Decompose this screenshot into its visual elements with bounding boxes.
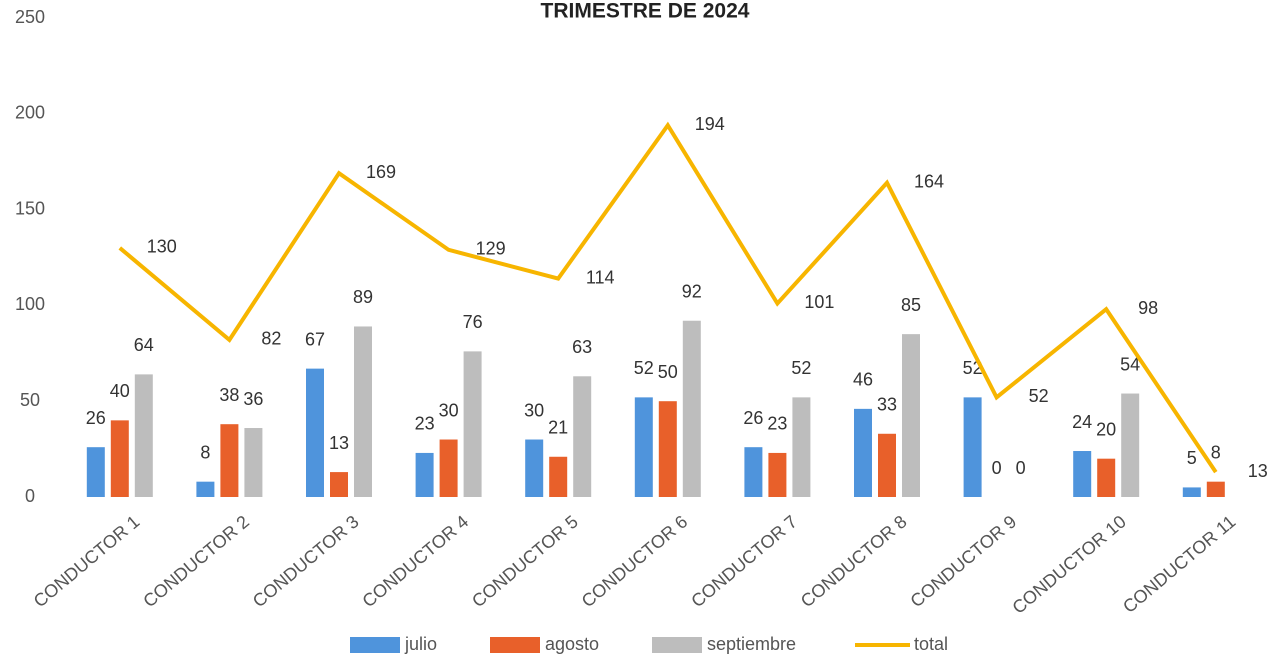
data-label: 21 [548,418,568,438]
bar [549,456,568,497]
bar [330,472,348,497]
data-label: 30 [439,400,459,420]
data-label: 40 [110,381,130,401]
bar [525,439,544,497]
y-tick-label: 150 [15,198,45,218]
bar [220,424,239,497]
data-label: 64 [134,335,154,355]
bar [134,374,153,497]
data-label: 130 [147,237,177,257]
data-label: 46 [853,370,873,390]
data-label: 114 [586,267,615,287]
data-label: 26 [743,408,763,428]
data-label: 13 [1248,461,1268,481]
data-label: 5 [1187,448,1197,468]
data-label: 0 [992,458,1002,478]
x-tick-label: CONDUCTOR 4 [358,511,472,611]
data-label: 8 [200,442,210,462]
legend-label: agosto [545,634,599,654]
bar [463,351,482,497]
data-label: 101 [804,292,834,312]
x-tick-label: CONDUCTOR 9 [906,511,1020,611]
legend-swatch [652,637,702,653]
bar [1073,451,1092,497]
data-label: 13 [329,433,349,453]
data-label: 26 [86,408,106,428]
data-label: 54 [1120,354,1140,374]
bar [1097,458,1116,497]
bar [744,447,763,497]
data-label: 20 [1096,419,1116,439]
data-label: 194 [695,114,725,134]
data-label: 23 [767,414,787,434]
bar [878,433,896,497]
data-label: 52 [791,358,811,378]
x-tick-label: CONDUCTOR 1 [30,511,144,611]
bar [573,376,592,497]
legend-label: julio [404,634,437,654]
data-label: 52 [634,358,654,378]
bar [902,334,920,497]
data-label: 33 [877,395,897,415]
data-label: 63 [572,337,592,357]
data-label: 23 [415,414,435,434]
x-tick-label: CONDUCTOR 8 [797,511,911,611]
legend-swatch [350,637,400,653]
data-label: 30 [524,400,544,420]
y-tick-label: 250 [15,7,45,27]
bar [415,452,434,497]
x-tick-label: CONDUCTOR 3 [249,511,363,611]
legend-label: total [914,634,948,654]
x-tick-label: CONDUCTOR 5 [468,511,582,611]
data-label: 98 [1138,298,1158,318]
chart-title: TRIMESTRE DE 2024 [541,0,750,23]
bar [854,408,872,497]
data-label: 38 [219,385,239,405]
bar [244,428,263,497]
data-label: 36 [243,389,263,409]
y-tick-label: 50 [20,390,40,410]
y-tick-label: 100 [15,294,45,314]
x-tick-label: CONDUCTOR 6 [578,511,692,611]
legend-label: septiembre [707,634,796,654]
data-label: 82 [261,329,281,349]
bar [196,481,215,497]
bar [354,326,372,497]
bar [792,397,811,497]
bar [110,420,129,497]
data-label: 8 [1211,442,1221,462]
data-label: 85 [901,295,921,315]
bar [86,447,105,497]
data-label: 24 [1072,412,1092,432]
bar [439,439,458,497]
x-tick-label: CONDUCTOR 10 [1008,511,1129,617]
bar [768,452,787,497]
bar [1206,481,1225,497]
data-label: 92 [682,281,702,301]
y-tick-label: 200 [15,103,45,123]
data-label: 164 [914,172,944,192]
data-label: 67 [305,329,325,349]
bar [963,397,982,497]
x-tick-label: CONDUCTOR 7 [687,511,801,611]
data-label: 169 [366,162,396,182]
x-tick-label: CONDUCTOR 11 [1119,511,1239,617]
bar [306,368,324,497]
bar [634,397,653,497]
data-label: 76 [463,312,483,332]
data-label: 52 [1029,386,1049,406]
bar [1182,487,1201,497]
y-tick-label: 0 [25,486,35,506]
legend-swatch [490,637,540,653]
x-tick-label: CONDUCTOR 2 [139,511,253,611]
data-label: 50 [658,362,678,382]
data-label: 89 [353,287,373,307]
line [118,121,1218,474]
data-label: 0 [1016,458,1026,478]
data-label: 129 [476,239,506,259]
bar [658,401,677,497]
bar [682,320,701,497]
bar [1121,393,1140,497]
